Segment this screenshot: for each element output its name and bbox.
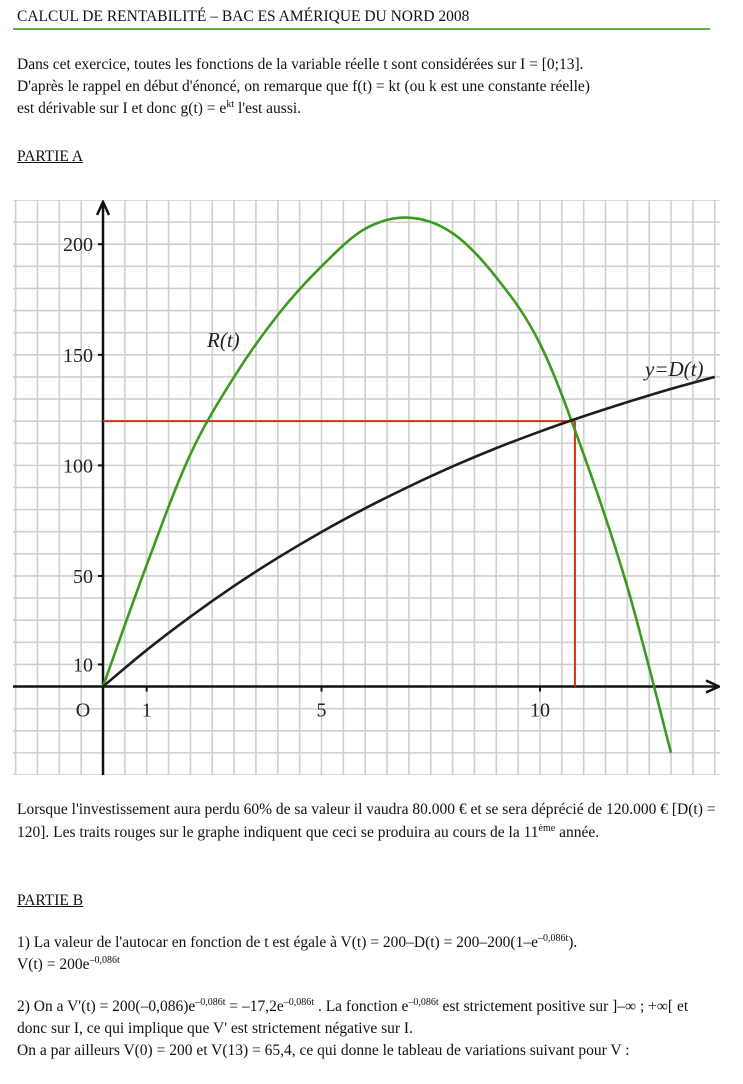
y-axis-arrow	[95, 200, 111, 216]
curve-label: R(t)	[206, 328, 240, 352]
x-axis-arrow	[705, 679, 720, 694]
text-run: 2) On a V'(t) = 200(–0,086)e	[17, 998, 196, 1015]
superscript: ème	[538, 823, 556, 834]
text-run: = –17,2e	[225, 998, 284, 1015]
paragraph: Lorsque l'investissement aura perdu 60% …	[17, 798, 722, 844]
text-run: est strictement positive sur ]–∞ ; +∞[ e…	[17, 998, 689, 1037]
text-run: l'est aussi.	[234, 100, 302, 117]
text-run: 1) La valeur de l'autocar en fonction de…	[17, 934, 538, 951]
superscript: –0,086t	[195, 997, 226, 1008]
text-run: ).	[568, 934, 578, 951]
y-tick-label: 10	[73, 654, 93, 676]
y-tick-label: 150	[63, 345, 93, 367]
page-title: CALCUL DE RENTABILITÉ – BAC ES AMÉRIQUE …	[17, 8, 470, 25]
text-run: D'après le rappel en début d'énoncé, on …	[17, 78, 590, 95]
text-run: année.	[555, 824, 600, 841]
paragraph: 1) La valeur de l'autocar en fonction de…	[17, 932, 722, 976]
superscript: –0,086t	[283, 997, 315, 1008]
superscript: –0,086t	[537, 933, 569, 944]
curve	[101, 216, 673, 754]
curve	[102, 375, 716, 688]
chart: 10 50 100 150 200 O 1 5 10 R(t) y=D(t)	[13, 200, 720, 775]
x-tick-label: 1	[142, 700, 152, 722]
y-tick-label: 100	[63, 455, 93, 477]
text-run: . La fonction e	[314, 998, 409, 1015]
x-tick-label: 5	[316, 700, 326, 722]
curve-label: y=D(t)	[643, 357, 703, 381]
section-title: PARTIE B	[17, 892, 84, 909]
paragraph: 2) On a V'(t) = 200(–0,086)e–0,086t = –1…	[17, 996, 722, 1062]
intro: Dans cet exercice, toutes les fonctions …	[17, 54, 722, 120]
text-run: On a par ailleurs V(0) = 200 et V(13) = …	[17, 1042, 630, 1059]
superscript: –0,086t	[408, 997, 439, 1008]
superscript: kt	[226, 99, 235, 110]
superscript: –0,086t	[89, 955, 120, 966]
text-run: V(t) = 200e	[17, 956, 90, 973]
section-title: PARTIE A	[17, 148, 84, 165]
x-tick-label: 10	[530, 700, 550, 722]
y-tick-label: 50	[73, 566, 93, 588]
text-run: Lorsque l'investissement aura perdu 60% …	[17, 801, 716, 841]
text-run: est dérivable sur I et donc g(t) = e	[17, 100, 227, 117]
text-run: Dans cet exercice, toutes les fonctions …	[17, 56, 584, 73]
title-rule	[13, 28, 710, 30]
y-tick-label: 200	[63, 234, 93, 256]
x-tick-label: O	[76, 700, 90, 722]
